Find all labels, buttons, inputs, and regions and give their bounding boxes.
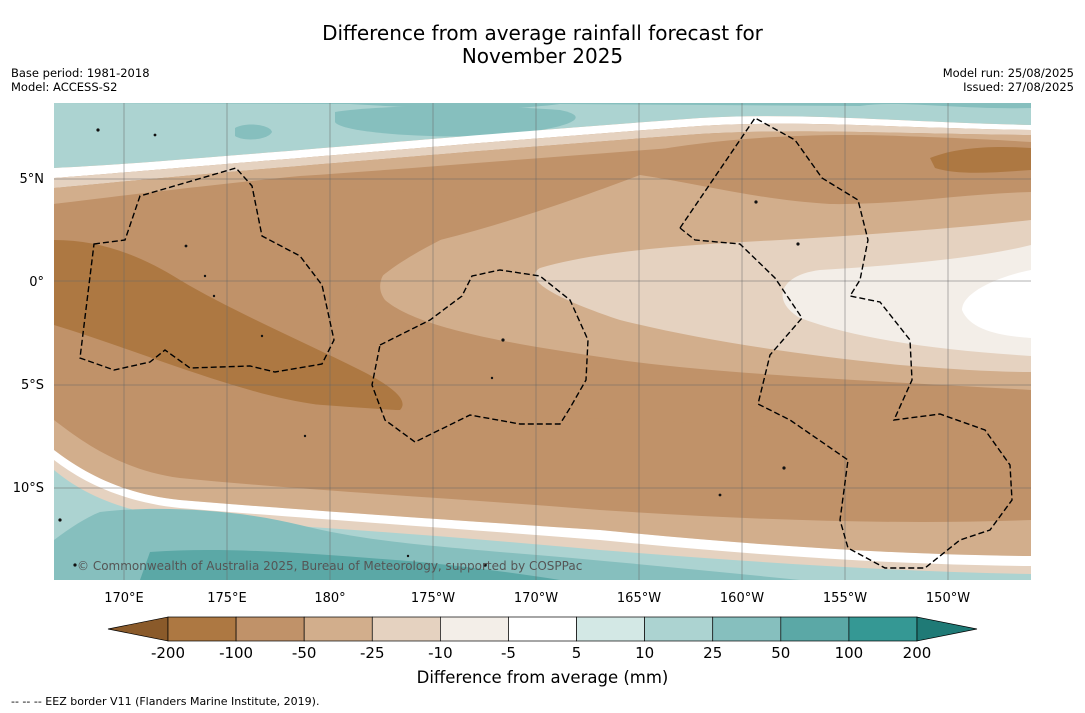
- lat-label: 10°S: [13, 481, 44, 496]
- lon-label: 150°W: [926, 591, 970, 606]
- lon-label: 180°: [314, 591, 345, 606]
- colorbar-tick-label: -25: [360, 644, 385, 662]
- run-info: Model run: 25/08/2025 Issued: 27/08/2025: [943, 66, 1074, 94]
- colorbar-cell: [508, 616, 577, 642]
- colorbar-label: Difference from average (mm): [416, 668, 669, 687]
- title-line-2: November 2025: [461, 44, 624, 68]
- graticule: [54, 103, 1031, 580]
- model-name: Model: ACCESS-S2: [11, 80, 118, 94]
- lat-label: 5°N: [20, 172, 45, 187]
- base-period: Base period: 1981-2018: [11, 66, 150, 80]
- colorbar-tick-label: -50: [292, 644, 317, 662]
- model-run-date: Model run: 25/08/2025: [942, 66, 1074, 80]
- colorbar-tick-label: -10: [428, 644, 453, 662]
- colorbar-high-arrow: [916, 616, 978, 642]
- model-info: Base period: 1981-2018 Model: ACCESS-S2: [11, 66, 150, 94]
- colorbar-tick-label: 100: [835, 644, 864, 662]
- lat-labels: 5°N 0° 5°S 10°S: [13, 172, 44, 496]
- issued-date: Issued: 27/08/2025: [963, 80, 1074, 94]
- lon-label: 160°W: [720, 591, 764, 606]
- colorbar-cell: [576, 616, 645, 642]
- title-line-1: Difference from average rainfall forecas…: [322, 21, 763, 45]
- colorbar-cell: [167, 616, 237, 642]
- eez-footnote: -- -- -- EEZ border V11 (Flanders Marine…: [11, 695, 320, 708]
- colorbar-tick-label: 50: [771, 644, 790, 662]
- colorbar-tick-label: 200: [903, 644, 932, 662]
- colorbar-tick-label: -200: [151, 644, 185, 662]
- colorbar-tick-label: 10: [635, 644, 654, 662]
- lon-label: 175°E: [207, 591, 247, 606]
- lat-label: 0°: [29, 275, 44, 290]
- copyright-text: © Commonwealth of Australia 2025, Bureau…: [77, 559, 582, 573]
- map-title: Difference from average rainfall forecas…: [0, 22, 1085, 68]
- lon-label: 170°E: [104, 591, 144, 606]
- colorbar-tick-label: -100: [219, 644, 253, 662]
- lon-labels: 170°E 175°E 180° 175°W 170°W 165°W 160°W…: [104, 591, 970, 606]
- colorbar-cell: [848, 616, 918, 642]
- colorbar-cell: [644, 616, 714, 642]
- colorbar: -200 -100 -50 -25 -10 -5 5 10 25 50 100 200: [107, 616, 978, 662]
- colorbar-tick-label: 25: [703, 644, 722, 662]
- colorbar-tick-label: 5: [572, 644, 582, 662]
- lon-label: 155°W: [823, 591, 867, 606]
- rainfall-field: © Commonwealth of Australia 2025, Bureau…: [54, 103, 1031, 580]
- colorbar-cell: [780, 616, 850, 642]
- colorbar-cell: [371, 616, 441, 642]
- lat-label: 5°S: [21, 378, 44, 393]
- eez-borders: [79, 117, 1013, 569]
- lon-label: 165°W: [617, 591, 661, 606]
- lon-label: 170°W: [514, 591, 558, 606]
- lon-label: 175°W: [411, 591, 455, 606]
- colorbar-tick-label: -5: [501, 644, 516, 662]
- colorbar-low-arrow: [107, 616, 169, 642]
- colorbar-cell: [235, 616, 305, 642]
- colorbar-cell: [303, 616, 373, 642]
- islands: [58, 128, 800, 567]
- colorbar-cell: [712, 616, 782, 642]
- colorbar-cell: [440, 616, 509, 642]
